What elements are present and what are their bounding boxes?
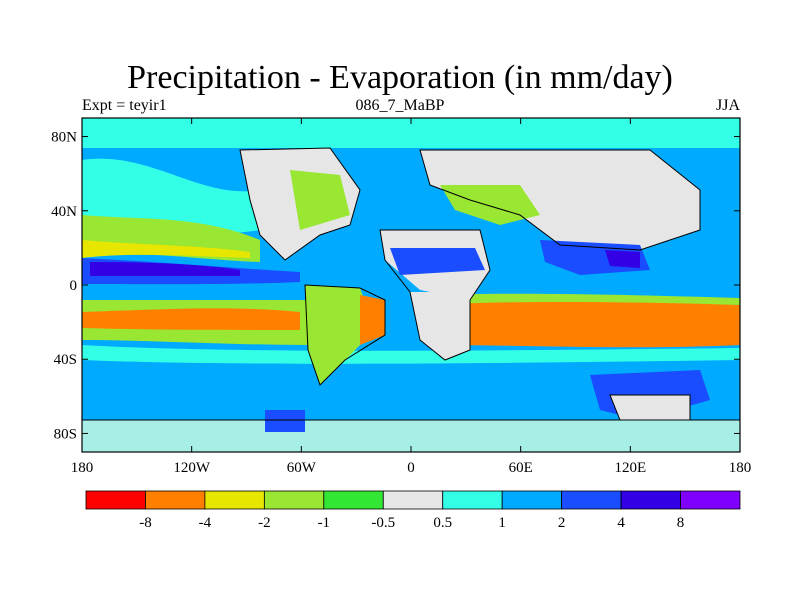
land-eurasia-green	[440, 185, 540, 225]
coastline-outlines	[82, 147, 740, 421]
colorbar-label: -8	[139, 515, 152, 531]
colorbar-swatch	[85, 490, 146, 510]
field-indian-margin	[430, 293, 740, 305]
x-tick-label: 180	[71, 460, 94, 476]
field-indian-dry	[440, 299, 740, 348]
colorbar-swatch	[145, 490, 206, 510]
x-tick-label: 180	[729, 460, 752, 476]
x-tick-label: 120E	[614, 460, 646, 476]
colorbar-label: -1	[318, 515, 331, 531]
colorbar-swatch	[561, 490, 622, 510]
colorbar-swatch	[501, 490, 563, 510]
colorbar: -8 -4 -2 -1 -0.5 0.5 1 2 4 8	[85, 490, 741, 531]
land-antarctica	[82, 420, 740, 452]
x-tick-label: 60E	[509, 460, 533, 476]
colorbar-swatch	[680, 490, 741, 510]
land-sa-dry	[360, 295, 385, 345]
y-tick-label: 40S	[54, 352, 77, 368]
field-southern-band	[82, 345, 740, 364]
y-tick-label: 80N	[51, 130, 77, 146]
land-na-interior	[290, 170, 350, 230]
colorbar-label: 8	[677, 515, 685, 531]
land-south-africa	[410, 292, 470, 360]
colorbar-swatch	[263, 490, 325, 510]
period-label: 086_7_MaBP	[355, 97, 445, 114]
season-label: JJA	[715, 97, 740, 114]
x-tick-label: 0	[407, 460, 415, 476]
field-antarctic-wet	[265, 410, 305, 432]
land-africa-wet	[390, 248, 485, 275]
precip-field	[82, 118, 740, 452]
colorbar-swatch	[442, 490, 503, 510]
land-south-america	[305, 285, 375, 385]
field-subtrop-n-dry	[82, 240, 250, 258]
colorbar-label: 4	[617, 515, 625, 531]
colorbar-label: 2	[558, 515, 566, 531]
colorbar-label: 0.5	[433, 515, 452, 531]
x-tick-label: 120W	[173, 460, 211, 476]
colorbar-swatch	[382, 490, 444, 510]
land-australia	[610, 395, 690, 420]
colorbar-swatch	[323, 490, 384, 510]
experiment-label: Expt = teyir1	[82, 97, 167, 114]
colorbar-swatch	[204, 490, 265, 510]
land-monsoon-core	[605, 250, 640, 268]
y-tick-label: 40N	[51, 204, 77, 220]
land-eurasia	[420, 150, 700, 250]
axis-ticks: 180 120W 60W 0 60E 120E 180 80N 40N 0 40S 80S	[51, 118, 751, 476]
colorbar-label: 1	[498, 515, 506, 531]
colorbar-label: -4	[199, 515, 212, 531]
x-tick-label: 60W	[287, 460, 317, 476]
y-tick-label: 80S	[54, 426, 77, 442]
map-title: Precipitation - Evaporation (in mm/day)	[127, 59, 673, 96]
colorbar-label: -0.5	[371, 515, 395, 531]
y-tick-label: 0	[70, 278, 78, 294]
colorbar-swatch	[620, 490, 681, 510]
field-itcz-core	[90, 262, 240, 276]
colorbar-label: -2	[258, 515, 271, 531]
field-subtrop-s-dry	[82, 308, 300, 330]
